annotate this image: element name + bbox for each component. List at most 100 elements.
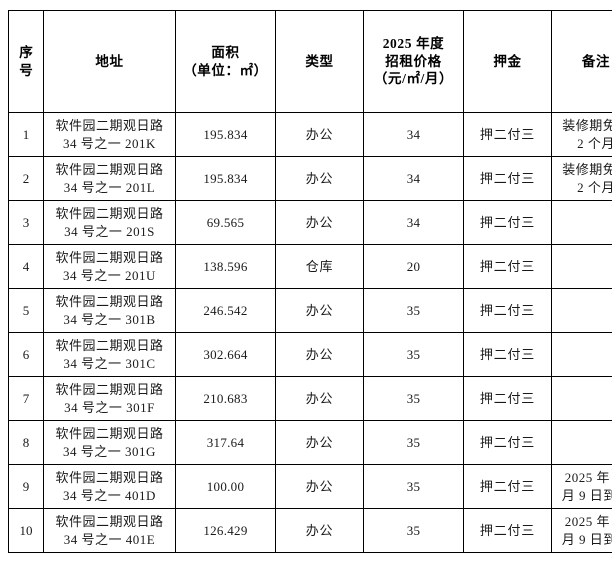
cell-index: 3 <box>8 200 44 245</box>
header-line: 面积 <box>211 44 240 60</box>
note-line: 月 9 日到期 <box>561 531 612 547</box>
cell-deposit: 押二付三 <box>463 156 552 201</box>
cell-price: 35 <box>363 508 464 553</box>
address-line-stack: 软件园二期观日路 34 号之一 401E <box>46 513 173 547</box>
cell-index: 9 <box>8 464 44 509</box>
column-header-price-text: 2025 年度 招租价格 （元/㎡/月） <box>366 35 461 88</box>
address-line: 软件园二期观日路 <box>55 162 164 178</box>
column-header-type-text: 类型 <box>278 53 361 71</box>
cell-index: 4 <box>8 244 44 289</box>
column-header-index: 序号 <box>8 10 44 113</box>
address-line: 软件园二期观日路 <box>55 514 164 530</box>
cell-type: 办公 <box>275 376 364 421</box>
table-header-row: 序号 地址 面积 （单位：㎡） 类型 2025 年度 招租价格 （元/㎡/月） 押金 <box>8 10 612 113</box>
table-row: 3 软件园二期观日路 34 号之一 201S 69.565 办公 34 押二付三 <box>8 200 612 245</box>
column-header-index-text: 序号 <box>11 44 41 80</box>
note-line: 月 9 日到期 <box>561 487 612 503</box>
address-line: 34 号之一 201U <box>63 267 156 283</box>
cell-price: 35 <box>363 420 464 465</box>
cell-deposit: 押二付三 <box>463 420 552 465</box>
address-line-stack: 软件园二期观日路 34 号之一 201K <box>46 117 173 151</box>
address-line: 软件园二期观日路 <box>55 206 164 222</box>
note-line: 装修期免租 <box>562 162 612 178</box>
address-line: 软件园二期观日路 <box>55 426 164 442</box>
address-line-stack: 软件园二期观日路 34 号之一 201U <box>46 249 173 283</box>
header-line: 招租价格 <box>385 53 442 69</box>
cell-type: 办公 <box>275 332 364 377</box>
cell-address: 软件园二期观日路 34 号之一 301F <box>43 376 176 421</box>
cell-index: 8 <box>8 420 44 465</box>
cell-index: 7 <box>8 376 44 421</box>
cell-price: 34 <box>363 156 464 201</box>
cell-address: 软件园二期观日路 34 号之一 201S <box>43 200 176 245</box>
address-line: 34 号之一 401E <box>63 531 156 547</box>
cell-type: 办公 <box>275 288 364 333</box>
cell-price: 20 <box>363 244 464 289</box>
column-header-address-text: 地址 <box>46 53 173 71</box>
cell-area: 100.00 <box>175 464 276 509</box>
cell-note <box>551 420 612 465</box>
address-line: 软件园二期观日路 <box>55 118 164 134</box>
cell-address: 软件园二期观日路 34 号之一 301G <box>43 420 176 465</box>
cell-type: 办公 <box>275 200 364 245</box>
cell-type: 办公 <box>275 464 364 509</box>
address-line-stack: 软件园二期观日路 34 号之一 301B <box>46 293 173 327</box>
cell-deposit: 押二付三 <box>463 332 552 377</box>
address-line-stack: 软件园二期观日路 34 号之一 401D <box>46 469 173 503</box>
cell-price: 35 <box>363 464 464 509</box>
address-line-stack: 软件园二期观日路 34 号之一 301G <box>46 425 173 459</box>
cell-note: 装修期免租2 个月 <box>551 156 612 201</box>
cell-deposit: 押二付三 <box>463 200 552 245</box>
header-line: 2025 年度 <box>382 35 445 51</box>
cell-note <box>551 200 612 245</box>
note-line-stack: 装修期免租2 个月 <box>554 117 612 151</box>
cell-address: 软件园二期观日路 34 号之一 201L <box>43 156 176 201</box>
note-line: 2025 年 11 <box>564 514 612 530</box>
cell-index: 6 <box>8 332 44 377</box>
address-line: 34 号之一 301B <box>63 311 156 327</box>
cell-type: 办公 <box>275 112 364 157</box>
cell-deposit: 押二付三 <box>463 288 552 333</box>
cell-price: 34 <box>363 200 464 245</box>
cell-area: 302.664 <box>175 332 276 377</box>
cell-area: 210.683 <box>175 376 276 421</box>
cell-price: 35 <box>363 332 464 377</box>
header-line: 押金 <box>493 53 522 69</box>
header-line: （元/㎡/月） <box>373 71 454 87</box>
cell-type: 办公 <box>275 156 364 201</box>
cell-address: 软件园二期观日路 34 号之一 201U <box>43 244 176 289</box>
table-row: 4 软件园二期观日路 34 号之一 201U 138.596 仓库 20 押二付三 <box>8 244 612 289</box>
cell-deposit: 押二付三 <box>463 112 552 157</box>
address-line: 软件园二期观日路 <box>55 470 164 486</box>
note-line: 2025 年 11 <box>564 470 612 486</box>
column-header-note-text: 备注 <box>554 53 612 71</box>
cell-note <box>551 332 612 377</box>
table-row: 6 软件园二期观日路 34 号之一 301C 302.664 办公 35 押二付三 <box>8 332 612 377</box>
column-header-area-text: 面积 （单位：㎡） <box>178 44 273 80</box>
note-line-stack: 装修期免租2 个月 <box>554 161 612 195</box>
address-line-stack: 软件园二期观日路 34 号之一 201S <box>46 205 173 239</box>
cell-index: 10 <box>8 508 44 553</box>
address-line-stack: 软件园二期观日路 34 号之一 201L <box>46 161 173 195</box>
cell-note: 2025 年 11月 9 日到期 <box>551 464 612 509</box>
cell-type: 仓库 <box>275 244 364 289</box>
cell-note: 2025 年 11月 9 日到期 <box>551 508 612 553</box>
address-line: 34 号之一 201S <box>64 223 155 239</box>
table-row: 10 软件园二期观日路 34 号之一 401E 126.429 办公 35 押二付三 2025… <box>8 508 612 553</box>
cell-price: 35 <box>363 288 464 333</box>
cell-deposit: 押二付三 <box>463 244 552 289</box>
address-line: 软件园二期观日路 <box>55 338 164 354</box>
header-line: （单位：㎡） <box>183 62 268 78</box>
address-line-stack: 软件园二期观日路 34 号之一 301F <box>46 381 173 415</box>
note-line-stack: 2025 年 11月 9 日到期 <box>554 513 612 547</box>
cell-type: 办公 <box>275 420 364 465</box>
address-line: 34 号之一 301C <box>63 355 156 371</box>
cell-price: 35 <box>363 376 464 421</box>
address-line: 软件园二期观日路 <box>55 294 164 310</box>
cell-address: 软件园二期观日路 34 号之一 401E <box>43 508 176 553</box>
table-row: 7 软件园二期观日路 34 号之一 301F 210.683 办公 35 押二付三 <box>8 376 612 421</box>
